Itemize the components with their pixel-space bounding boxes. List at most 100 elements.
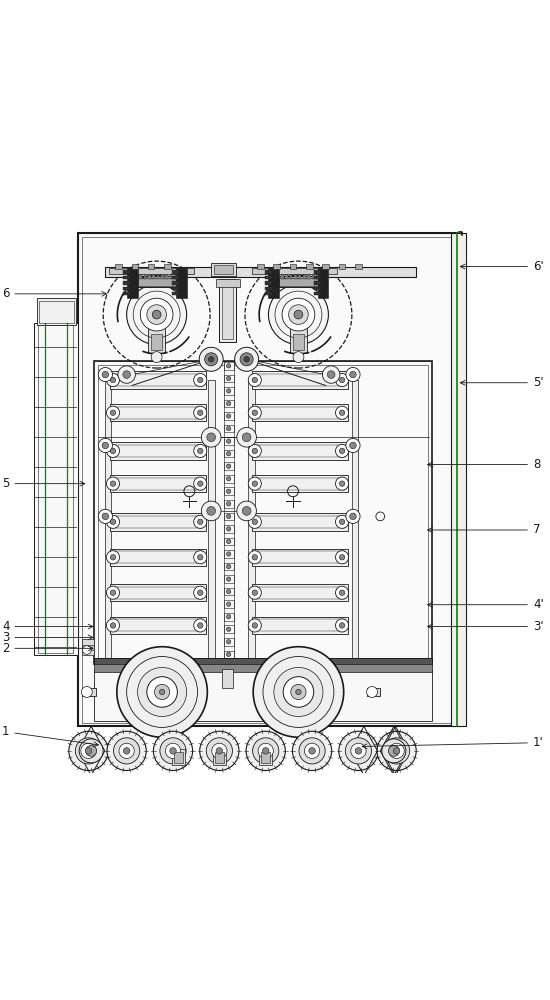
Circle shape [216,748,223,754]
Circle shape [160,689,165,695]
Circle shape [252,448,257,454]
Bar [111,475,206,492]
Bar [252,549,348,566]
Circle shape [355,748,362,754]
Circle shape [197,555,203,560]
Circle shape [350,513,356,520]
Circle shape [283,677,313,707]
Bar [157,275,160,279]
Bar [265,287,272,290]
Circle shape [227,602,231,606]
Bar [148,328,165,353]
Circle shape [346,367,360,382]
Bar [224,525,234,533]
Bar [222,669,233,688]
Bar [224,538,234,545]
Circle shape [107,619,119,632]
Bar [268,268,279,298]
Bar [314,270,321,274]
Text: 1': 1' [362,736,544,749]
Text: 3': 3' [427,620,543,633]
Circle shape [197,481,203,486]
Circle shape [252,481,257,486]
Bar [138,278,175,286]
Bar [173,292,179,295]
Circle shape [199,347,223,371]
Bar [314,292,321,295]
Bar [451,233,466,726]
Bar [208,380,215,658]
Bar [113,551,203,563]
Circle shape [98,438,112,453]
Circle shape [282,298,315,331]
Circle shape [262,748,269,754]
Circle shape [227,439,231,443]
Circle shape [336,373,349,387]
Circle shape [252,738,279,764]
Circle shape [111,590,116,595]
Text: 6: 6 [2,287,107,300]
Bar [314,281,321,285]
Bar [257,264,263,269]
Circle shape [123,748,130,754]
Circle shape [107,477,119,490]
Circle shape [336,477,349,490]
Circle shape [227,364,231,368]
Circle shape [393,748,400,754]
Circle shape [294,310,303,319]
Circle shape [383,738,410,764]
Bar [294,275,297,279]
Circle shape [336,406,349,419]
Bar [173,276,179,279]
Circle shape [107,586,119,599]
Text: 4: 4 [2,620,93,633]
Bar [94,658,432,665]
Bar [151,334,162,350]
Bar [255,478,345,490]
Circle shape [197,448,203,454]
Bar [265,276,272,279]
Circle shape [339,590,345,595]
Circle shape [346,509,360,523]
Bar [281,275,284,279]
Text: 8: 8 [427,458,540,471]
Circle shape [293,352,304,363]
Bar [252,584,348,601]
Circle shape [123,371,130,378]
Circle shape [197,590,203,595]
Bar [224,412,234,420]
Circle shape [237,427,256,447]
Circle shape [75,738,102,764]
Circle shape [227,652,231,657]
Bar [113,619,203,631]
Text: 6': 6' [460,260,544,273]
Bar [224,600,234,608]
Bar [105,380,111,658]
Bar [152,275,155,279]
Circle shape [197,377,203,383]
Bar [252,617,348,634]
Circle shape [119,743,134,759]
Circle shape [194,619,207,632]
Bar [111,513,206,531]
Bar [224,550,234,558]
Bar [293,334,304,350]
Bar [224,375,234,382]
Text: 5: 5 [2,477,85,490]
Bar [94,664,432,672]
Bar [123,270,130,274]
Circle shape [339,448,345,454]
Bar [248,380,255,658]
Bar [109,268,194,274]
Circle shape [153,731,192,771]
Circle shape [227,426,231,431]
Bar [82,645,94,650]
Bar [82,639,94,655]
Circle shape [382,739,406,763]
Bar [216,279,240,287]
Bar [214,265,233,274]
Circle shape [227,451,231,456]
Bar [105,267,416,277]
Circle shape [107,731,146,771]
Circle shape [252,377,257,383]
